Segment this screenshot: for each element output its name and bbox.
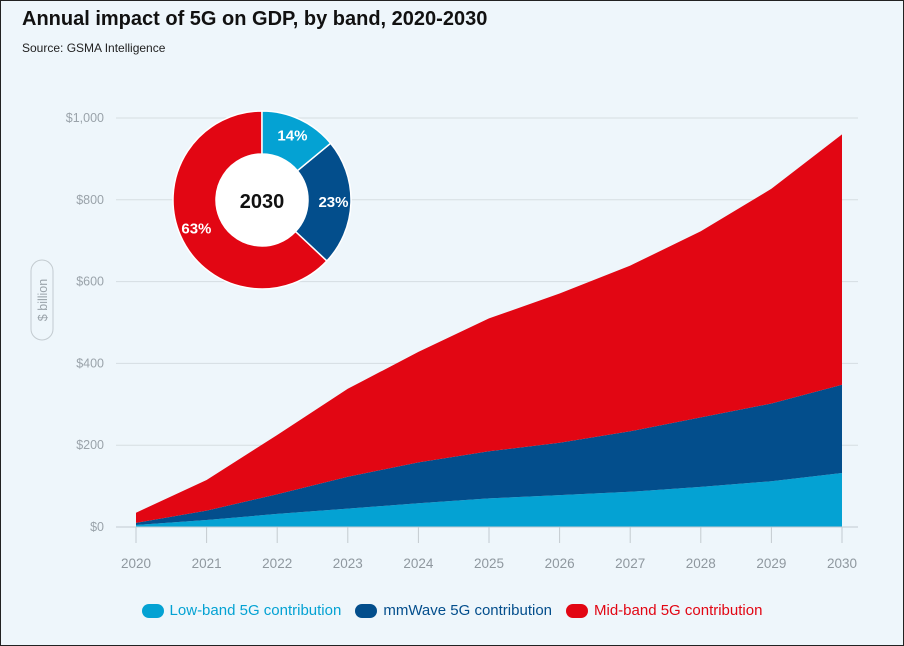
- x-tick-label: 2029: [756, 556, 786, 571]
- y-tick-label: $200: [76, 438, 104, 452]
- donut-hole: [216, 154, 308, 246]
- legend-swatch-mid-band: [566, 603, 588, 618]
- x-tick-label: 2022: [262, 556, 292, 571]
- area-mmwave-5g-contribution: [136, 384, 842, 525]
- y-tick-label: $0: [90, 520, 104, 534]
- stacked-area-chart: $0 $200 $400 $600 $800 $1,000 2020 2021 2022 2023…: [30, 110, 858, 571]
- legend-item-mid-band: Mid-band 5G contribution: [566, 602, 762, 619]
- legend-label-mid-band: Mid-band 5G contribution: [594, 602, 763, 619]
- donut-slice-label: 23%: [318, 194, 348, 211]
- y-tick-label: $600: [76, 275, 104, 289]
- legend-swatch-mmwave: [355, 603, 378, 618]
- legend: Low-band 5G contribution mmWave 5G contr…: [0, 602, 904, 619]
- donut-chart: 2030 14% 23% 63%: [172, 110, 352, 290]
- x-tick-label: 2030: [827, 556, 857, 571]
- legend-label-mmwave: mmWave 5G contribution: [383, 602, 552, 619]
- x-tick-label: 2024: [403, 556, 434, 571]
- area-series: [136, 134, 842, 527]
- y-tick-label: $1,000: [66, 111, 104, 125]
- x-tick-label: 2027: [615, 556, 645, 571]
- y-axis-label-text: $ billion: [36, 279, 50, 321]
- legend-item-mmwave: mmWave 5G contribution: [355, 602, 552, 619]
- chart-subtitle: Source: GSMA Intelligence: [22, 41, 166, 55]
- y-axis-label: $ billion: [30, 259, 54, 341]
- y-tick-label: $400: [76, 356, 104, 370]
- x-tick-label: 2028: [686, 556, 716, 571]
- x-tick-label: 2020: [121, 556, 151, 571]
- x-tick-label: 2026: [545, 556, 575, 571]
- legend-label-low-band: Low-band 5G contribution: [169, 602, 342, 619]
- area-low-band-5g-contribution: [136, 473, 842, 527]
- x-tick-label: 2025: [474, 556, 504, 571]
- donut-slice-label: 63%: [181, 220, 211, 237]
- donut-center-label: 2030: [240, 191, 285, 213]
- donut-slice-label: 14%: [277, 127, 307, 144]
- legend-swatch-low-band: [141, 603, 164, 618]
- x-tick-label: 2023: [333, 556, 363, 571]
- chart-title: Annual impact of 5G on GDP, by band, 202…: [22, 8, 488, 30]
- x-tick-label: 2021: [192, 556, 222, 571]
- y-tick-label: $800: [76, 193, 104, 207]
- donut-slice-low-band-5g-contribution: [261, 110, 332, 172]
- area-mid-band-5g-contribution: [136, 134, 842, 523]
- axes: $0 $200 $400 $600 $800 $1,000 2020 2021 2022 2023…: [66, 111, 858, 571]
- legend-item-low-band: Low-band 5G contribution: [141, 602, 342, 619]
